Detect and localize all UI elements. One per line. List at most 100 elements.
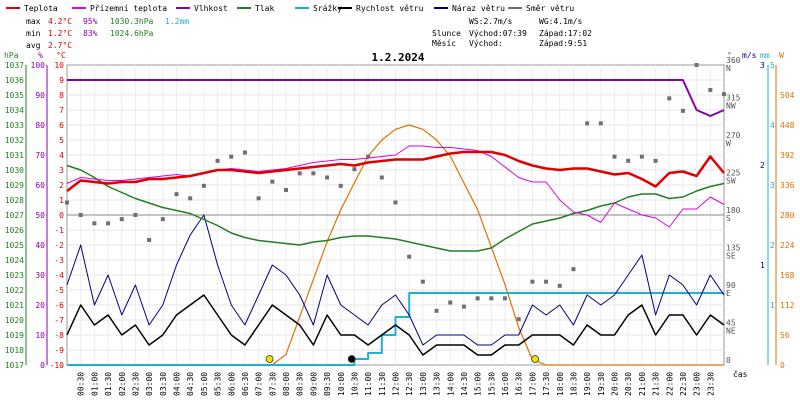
stat-max-temp: 4.2°C <box>48 17 72 26</box>
axis-hpa-tick: 1035 <box>5 91 24 100</box>
point-smer-vetru <box>92 221 97 226</box>
axis-x-tick: 19:00 <box>583 372 592 396</box>
axis-hpa-tick: 1027 <box>5 211 24 220</box>
axis-hpa-tick: 1028 <box>5 196 24 205</box>
info-sunset: Západ:17:02 <box>539 29 592 38</box>
axis-w-tick: 0 <box>780 361 785 370</box>
axis-dir-tick: 0 <box>726 356 731 365</box>
axis-x-tick: 19:30 <box>597 372 606 396</box>
point-smer-vetru <box>160 217 165 222</box>
stat-max-rain: 1.2mm <box>165 17 189 26</box>
point-smer-vetru <box>626 158 631 163</box>
info-ws: WS:2.7m/s <box>469 17 513 26</box>
point-smer-vetru <box>119 217 124 222</box>
series-line-prizemni-teplota <box>66 145 725 228</box>
axes: hPa1037103610351034103310321031103010291… <box>4 51 795 396</box>
axis-mm-tick: 4 <box>770 121 775 130</box>
point-smer-vetru <box>516 317 521 322</box>
point-smer-vetru <box>407 254 412 259</box>
point-smer-vetru <box>667 96 672 101</box>
info-moon-label: Měsíc <box>432 39 456 48</box>
axis-dir-compass: N <box>726 64 731 73</box>
point-smer-vetru <box>242 150 247 155</box>
axis-hpa-tick: 1033 <box>5 121 24 130</box>
axis-x-tick: 14:00 <box>446 372 455 396</box>
legend-label: Rychlost větru <box>356 4 424 13</box>
axis-pct-tick: 30 <box>35 271 45 280</box>
point-smer-vetru <box>489 296 494 301</box>
axis-hpa-tick: 1020 <box>5 316 24 325</box>
axis-w-tick: 504 <box>780 91 795 100</box>
sun-moon-marker <box>531 355 540 363</box>
axis-c-tick: -3 <box>54 256 64 265</box>
legend-label: Náraz větru <box>452 4 505 13</box>
axis-c-tick: 8 <box>59 91 64 100</box>
point-smer-vetru <box>174 192 179 197</box>
axis-hpa-tick: 1018 <box>5 346 24 355</box>
axis-w-tick: 112 <box>780 301 795 310</box>
axis-x-tick: 05:00 <box>200 372 209 396</box>
axis-w-tick: 224 <box>780 241 795 250</box>
axis-hpa-tick: 1024 <box>5 256 24 265</box>
point-smer-vetru <box>297 171 302 176</box>
axis-mm-tick: 3 <box>770 181 775 190</box>
axis-hpa-title: hPa <box>4 51 19 60</box>
axis-dir-compass: SE <box>726 252 736 261</box>
axis-c-tick: 7 <box>59 106 64 115</box>
series-line-vlhkost <box>67 79 725 117</box>
axis-pct-tick: 20 <box>35 301 45 310</box>
point-smer-vetru <box>722 92 726 97</box>
axis-pct-tick: 0 <box>40 361 45 370</box>
point-smer-vetru <box>188 196 193 201</box>
point-smer-vetru <box>311 171 316 176</box>
axis-hpa-tick: 1032 <box>5 136 24 145</box>
axis-pct-tick: 70 <box>35 151 45 160</box>
axis-x-tick: 07:00 <box>255 372 264 396</box>
axis-c-title: °C <box>56 51 66 60</box>
axis-x-tick: 23:30 <box>706 372 715 396</box>
legend-item: Směr větru <box>508 4 574 13</box>
axis-c-tick: -6 <box>54 301 64 310</box>
axis-x-tick: 05:30 <box>214 372 223 396</box>
point-smer-vetru <box>598 121 603 126</box>
axis-hpa-tick: 1031 <box>5 151 24 160</box>
legend-item: Teplota <box>6 4 58 13</box>
axis-w-tick: 280 <box>780 211 795 220</box>
legend-item: Náraz větru <box>434 4 505 13</box>
axis-hpa-tick: 1022 <box>5 286 24 295</box>
point-smer-vetru <box>708 88 713 92</box>
axis-ms-title: m/s <box>742 51 757 60</box>
point-smer-vetru <box>653 158 658 163</box>
axis-c-tick: 3 <box>59 166 64 175</box>
axis-c-tick: 6 <box>59 121 64 130</box>
axis-hpa-tick: 1037 <box>5 61 24 70</box>
series-line-srazky <box>67 292 724 366</box>
legend-label: Tlak <box>255 4 274 13</box>
axis-x-tick: 06:30 <box>241 372 250 396</box>
axis-x-tick: 17:00 <box>528 372 537 396</box>
axis-x-tick: 03:30 <box>159 372 168 396</box>
axis-x-tick: 01:00 <box>90 372 99 396</box>
legend-item: Srážky <box>295 4 342 13</box>
axis-dir-tick: 315 <box>726 94 741 103</box>
axis-c-tick: 4 <box>59 151 64 160</box>
point-smer-vetru <box>256 196 261 201</box>
axis-hpa-tick: 1036 <box>5 76 24 85</box>
info-sun-label: Slunce <box>432 29 461 38</box>
axis-c-tick: -7 <box>54 316 64 325</box>
axis-x-tick: 15:30 <box>487 372 496 396</box>
axis-pct-tick: 100 <box>31 61 46 70</box>
axis-x-tick: 15:00 <box>474 372 483 396</box>
point-smer-vetru <box>106 221 111 226</box>
axis-w-tick: 56 <box>780 331 790 340</box>
axis-x-tick: 14:30 <box>460 372 469 396</box>
axis-c-tick: -10 <box>50 361 65 370</box>
series-line-naraz-vetru <box>66 214 725 346</box>
point-smer-vetru <box>65 200 69 205</box>
axis-x-tick: 07:30 <box>268 372 277 396</box>
axis-hpa-tick: 1026 <box>5 226 24 235</box>
point-smer-vetru <box>420 279 425 284</box>
axis-pct-tick: 90 <box>35 91 45 100</box>
stat-min-hum: 83% <box>83 29 98 38</box>
point-smer-vetru <box>325 175 330 180</box>
